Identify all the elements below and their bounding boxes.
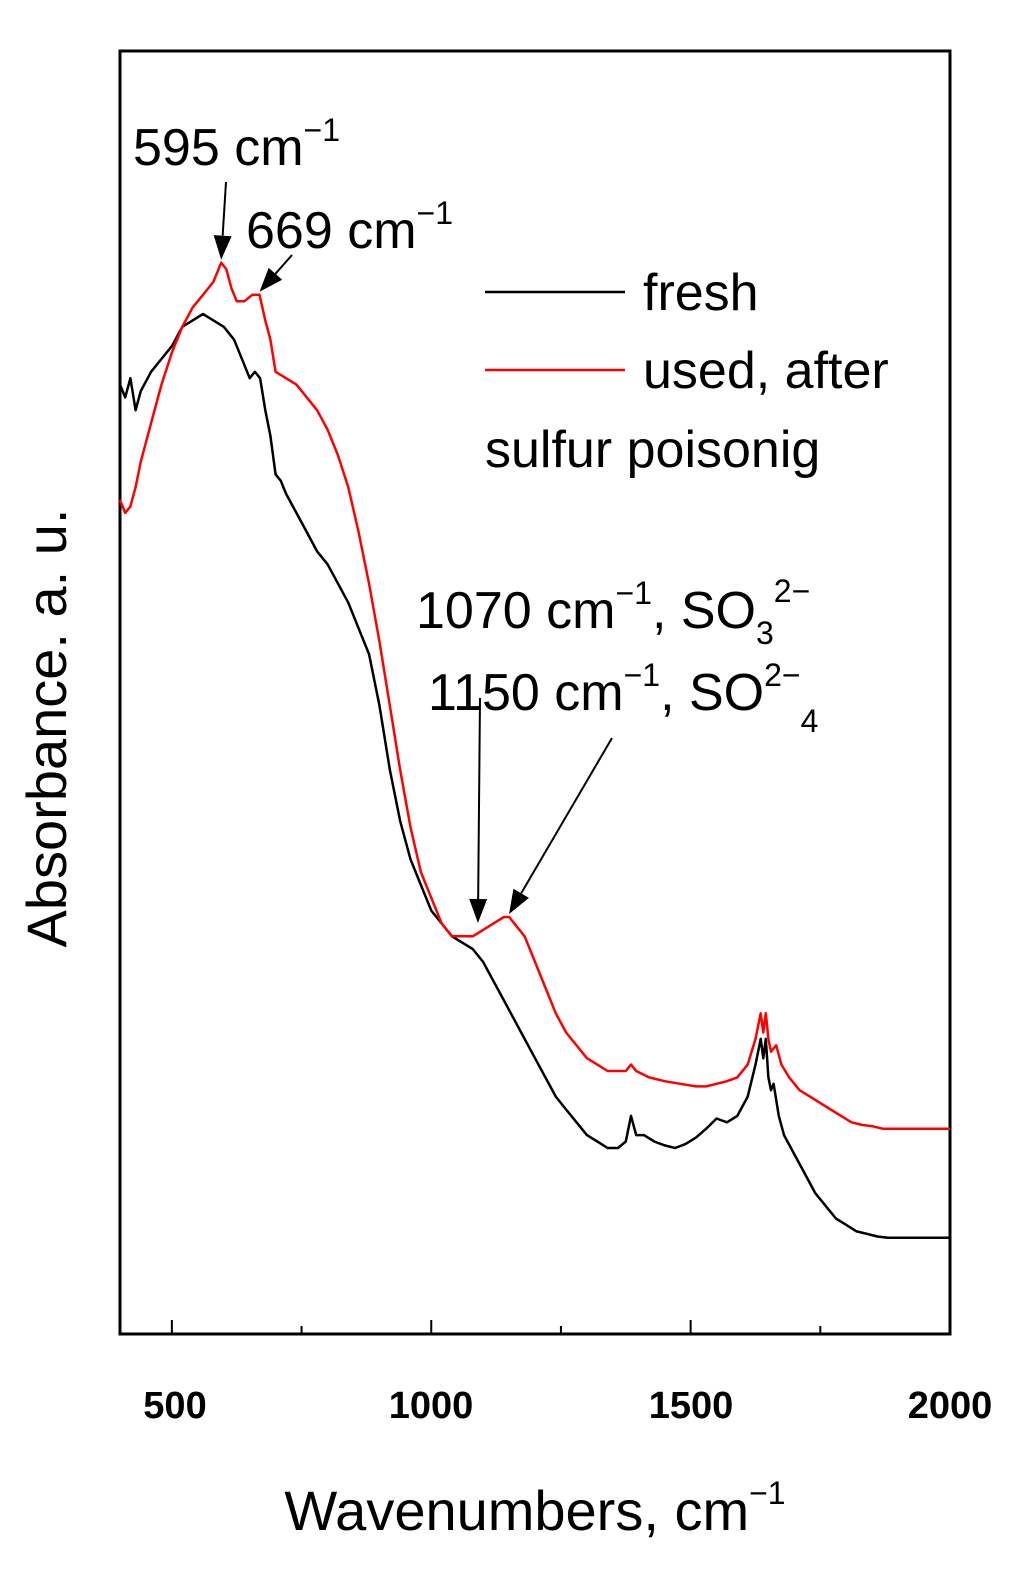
legend-label-used-cont: sulfur poisonig	[485, 421, 820, 479]
x-tick-label-1500: 1500	[649, 1385, 734, 1427]
legend: fresh used, after sulfur poisonig	[485, 264, 889, 479]
annotation-arrows	[213, 181, 613, 924]
arrow-line-a669	[274, 254, 293, 275]
legend-label-used: used, after	[643, 342, 889, 400]
annotation-669: 669 cm−1	[246, 195, 453, 260]
x-tick-label-1000: 1000	[389, 1385, 474, 1427]
series-line-used	[118, 261, 950, 1130]
x-tick-label-2000: 2000	[908, 1385, 993, 1427]
legend-label-fresh: fresh	[643, 264, 759, 322]
annotation-1150: 1150 cm−1, SO2−4	[428, 657, 818, 739]
arrow-head-a595	[213, 235, 232, 260]
annotation-1070: 1070 cm−1, SO32−	[416, 573, 810, 651]
arrow-head-a1070	[469, 898, 488, 924]
arrow-line-a595	[221, 181, 227, 236]
plot-frame	[118, 49, 952, 1336]
annotation-595: 595 cm−1	[133, 112, 340, 177]
x-axis-title: Wavenumbers, cm−1	[284, 1475, 785, 1542]
y-axis-title: Absorbance. a. u.	[15, 509, 78, 948]
series-group	[118, 261, 950, 1240]
x-axis-ticks	[170, 1320, 951, 1334]
arrow-head-a669	[259, 267, 283, 292]
series-line-fresh	[118, 312, 950, 1240]
x-tick-label-500: 500	[143, 1385, 206, 1427]
arrow-line-a1070	[477, 697, 481, 900]
arrow-line-a1150	[520, 737, 613, 894]
arrow-head-a1150	[509, 888, 529, 915]
